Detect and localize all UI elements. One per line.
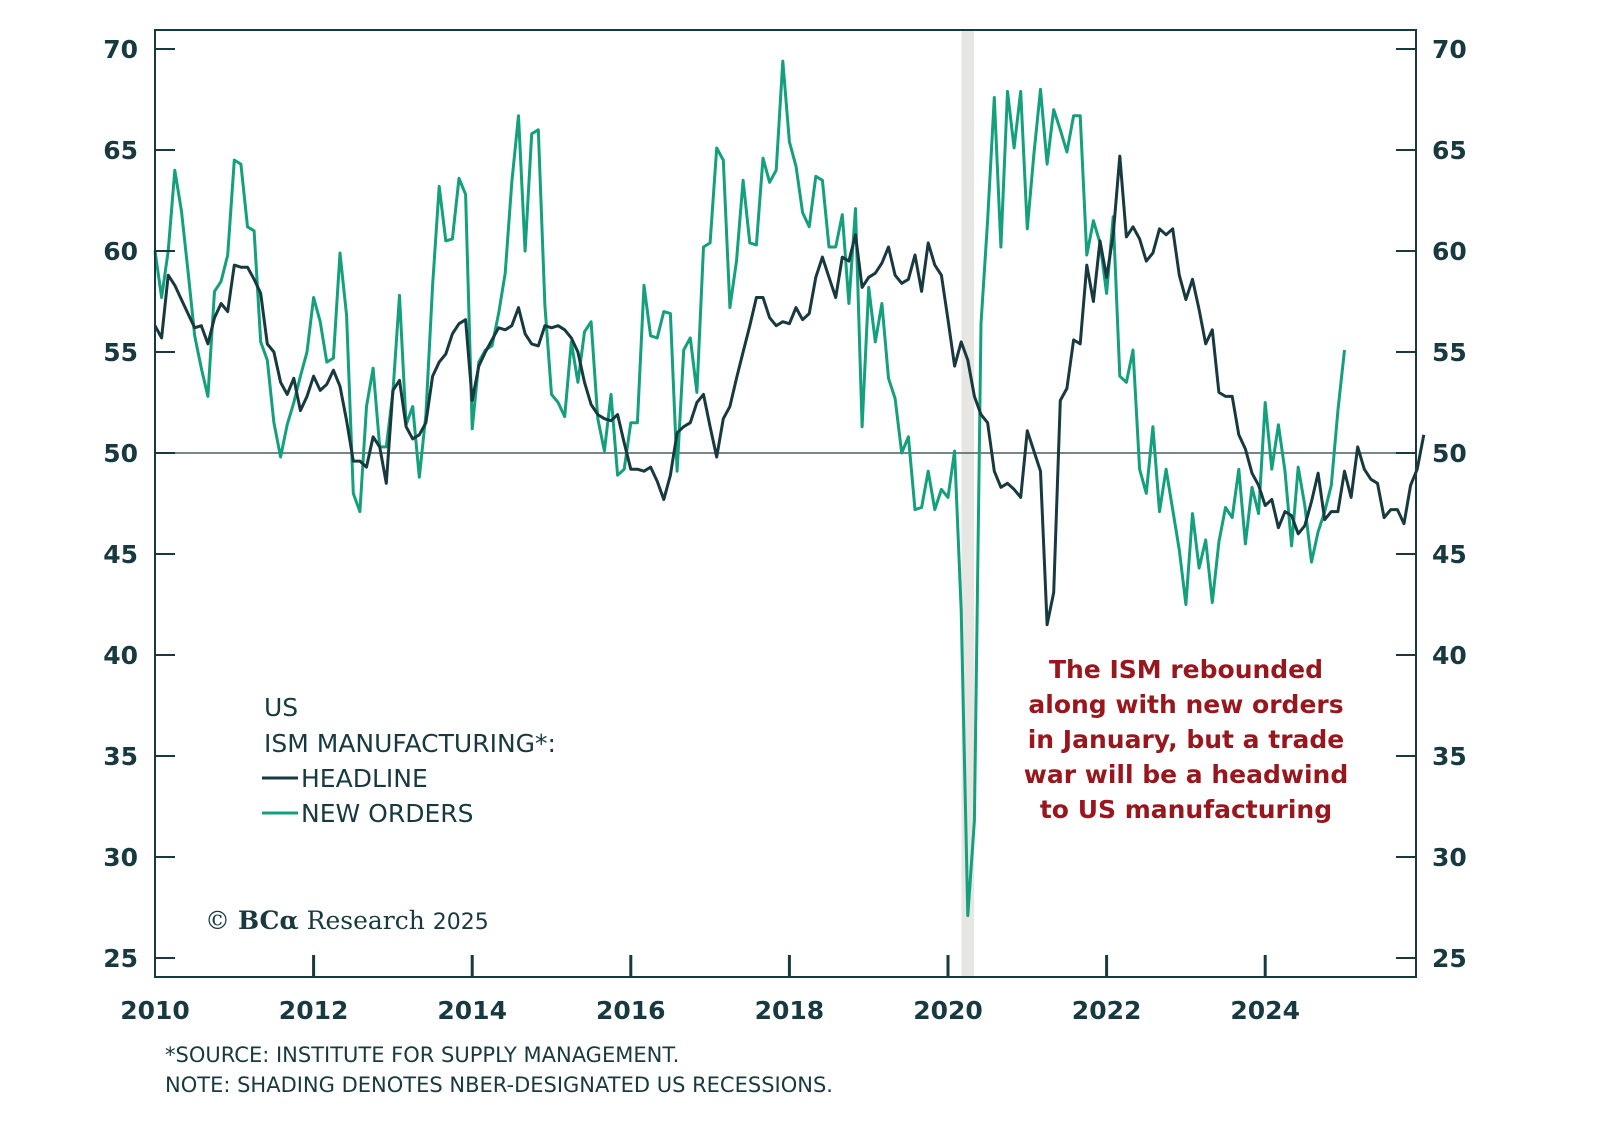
- x-tick-label: 2022: [1072, 996, 1142, 1025]
- axes-layer: [154, 29, 1417, 978]
- y-tick-label-right: 55: [1432, 338, 1467, 367]
- credit-year: 2025: [433, 910, 489, 935]
- ticks-layer: 25 25 30 30 35 35 40 40 45 45 50 50 55 55 60 60 65 65 70 70…: [103, 35, 1467, 1025]
- x-tick-label: 2014: [437, 996, 507, 1025]
- annotation-line: The ISM rebounded: [1049, 655, 1323, 684]
- x-tick-label: 2020: [913, 996, 983, 1025]
- footnote-source: *SOURCE: INSTITUTE FOR SUPPLY MANAGEMENT…: [165, 1043, 679, 1067]
- y-tick-label-right: 40: [1432, 641, 1467, 670]
- y-tick-label-right: 60: [1432, 237, 1467, 266]
- legend-new-orders-label: NEW ORDERS: [301, 799, 474, 828]
- y-tick-label-left: 25: [103, 944, 138, 973]
- y-tick-label-right: 30: [1432, 843, 1467, 872]
- legend: US ISM MANUFACTURING*: HEADLINE NEW ORDE…: [262, 693, 556, 828]
- y-tick-label-left: 40: [103, 641, 138, 670]
- legend-title-line2: ISM MANUFACTURING*:: [264, 729, 556, 758]
- y-tick-label-right: 35: [1432, 742, 1467, 771]
- x-tick-label: 2018: [755, 996, 825, 1025]
- y-tick-label-left: 70: [103, 35, 138, 64]
- copyright-symbol: ©: [205, 906, 230, 935]
- annotation-line: to US manufacturing: [1040, 795, 1332, 824]
- credit-text: © BCα Research 2025: [205, 906, 489, 935]
- brand-logo: BCα: [238, 906, 299, 935]
- y-tick-label-right: 65: [1432, 136, 1467, 165]
- credit: © BCα Research 2025: [205, 906, 489, 935]
- y-tick-label-left: 65: [103, 136, 138, 165]
- y-tick-label-left: 45: [103, 540, 138, 569]
- x-tick-label: 2016: [596, 996, 666, 1025]
- annotation: The ISM rebounded along with new orders …: [1024, 655, 1349, 824]
- x-tick-label: 2010: [120, 996, 190, 1025]
- series-layer: [153, 59, 1426, 918]
- y-tick-label-left: 55: [103, 338, 138, 367]
- y-tick-label-left: 30: [103, 843, 138, 872]
- series-line-new-orders: [153, 59, 1346, 918]
- y-tick-label-right: 50: [1432, 439, 1467, 468]
- legend-headline-label: HEADLINE: [301, 764, 428, 793]
- y-tick-label-left: 50: [103, 439, 138, 468]
- x-tick-label: 2024: [1230, 996, 1300, 1025]
- brand-name: Research: [307, 906, 425, 935]
- annotation-line: along with new orders: [1028, 690, 1343, 719]
- series-line-headline: [153, 154, 1426, 627]
- annotation-line: in January, but a trade: [1028, 725, 1345, 754]
- annotation-line: war will be a headwind: [1024, 760, 1349, 789]
- x-tick-label: 2012: [279, 996, 349, 1025]
- y-tick-label-left: 60: [103, 237, 138, 266]
- y-tick-label-right: 45: [1432, 540, 1467, 569]
- footnote-note: NOTE: SHADING DENOTES NBER-DESIGNATED US…: [165, 1073, 833, 1097]
- plot-frame: [154, 29, 1417, 978]
- y-tick-label-left: 35: [103, 742, 138, 771]
- y-tick-label-right: 70: [1432, 35, 1467, 64]
- legend-title-line1: US: [264, 693, 298, 722]
- y-tick-label-right: 25: [1432, 944, 1467, 973]
